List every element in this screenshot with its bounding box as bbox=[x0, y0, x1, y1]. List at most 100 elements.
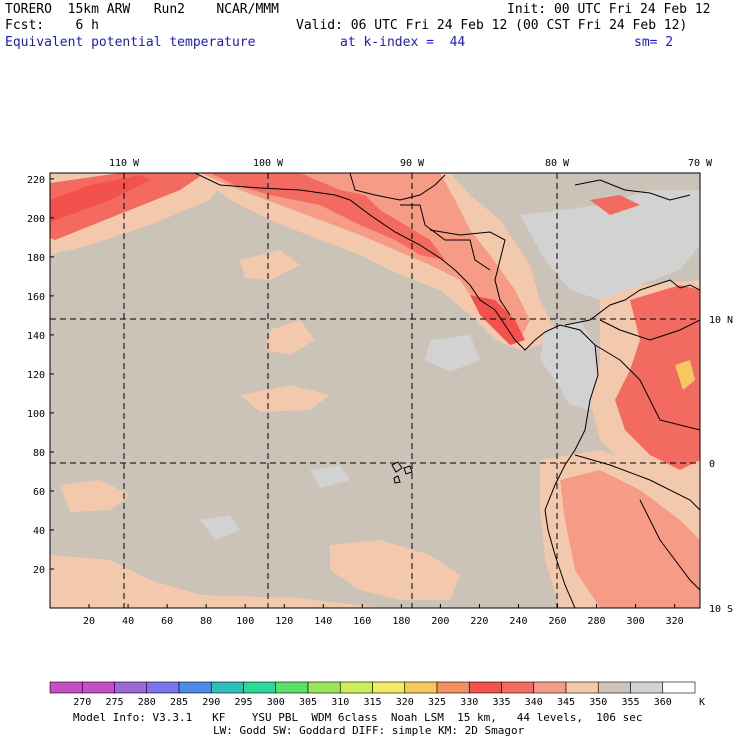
inland-border-3 bbox=[599, 319, 700, 341]
theta-e-field bbox=[50, 173, 700, 608]
lon-label-70w: 70 W bbox=[688, 158, 713, 169]
gray-patch-3 bbox=[310, 465, 350, 488]
west-warm-patch bbox=[60, 480, 130, 512]
colombia-yellow bbox=[675, 360, 695, 390]
caribbean-hot-coast bbox=[590, 195, 640, 215]
colorbar-label: 275 bbox=[105, 697, 123, 708]
lat-label-10s: 10 S bbox=[709, 604, 733, 615]
x-tick-label: 120 bbox=[275, 616, 293, 627]
colorbar-label: 325 bbox=[428, 697, 446, 708]
south-america-west-coast bbox=[544, 344, 599, 608]
physics-info-line: LW: Godd SW: Goddard DIFF: simple KM: 2D… bbox=[213, 724, 525, 737]
colorbar-label: 305 bbox=[299, 697, 317, 708]
y-tick-label: 200 bbox=[27, 214, 45, 225]
mexico-coastline bbox=[194, 173, 596, 351]
colorbar-label: 310 bbox=[331, 697, 349, 708]
y-tick-label: 100 bbox=[27, 409, 45, 420]
colorbar-label: 295 bbox=[234, 697, 252, 708]
model-info-line: Model Info: V3.3.1 KF YSU PBL WDM 6class… bbox=[73, 711, 643, 724]
colorbar-label: 330 bbox=[460, 697, 478, 708]
x-tick-label: 20 bbox=[83, 616, 95, 627]
init-time-label: Init: 00 UTC Fri 24 Feb 12 bbox=[507, 2, 711, 17]
colorbar-swatch bbox=[404, 681, 438, 694]
mexico-coast-hot bbox=[210, 173, 445, 260]
x-tick-label: 160 bbox=[353, 616, 371, 627]
colorbar-swatch bbox=[243, 681, 277, 694]
lat-label-0: 0 bbox=[709, 459, 715, 470]
x-tick-label: 260 bbox=[548, 616, 566, 627]
mid-warm-patch-2 bbox=[265, 320, 315, 355]
inland-border-2 bbox=[574, 454, 700, 511]
map-frame bbox=[49, 172, 701, 609]
y-tick-label: 40 bbox=[33, 526, 45, 537]
colombia-hot bbox=[615, 285, 700, 470]
colorbar-label: 360 bbox=[654, 697, 672, 708]
colorbar-swatch bbox=[372, 681, 406, 694]
colorbar: 270 275 280 285 290 295 300 305 310 315 320 325 330 3… bbox=[49, 681, 696, 708]
costa-rica-hot bbox=[470, 295, 525, 345]
lat-label-10n: 10 N bbox=[709, 315, 733, 326]
gray-patch-2 bbox=[425, 335, 480, 372]
x-tick-label: 220 bbox=[470, 616, 488, 627]
x-tick-label: 180 bbox=[392, 616, 410, 627]
caribbean-coast bbox=[429, 229, 511, 316]
x-axis-ticks: 20 40 60 80 100 120 140 160 180 200 220 240 260 280 30… bbox=[83, 604, 684, 627]
y-tick-label: 140 bbox=[27, 331, 45, 342]
y-tick-label: 220 bbox=[27, 175, 45, 186]
colorbar-swatch bbox=[436, 681, 470, 694]
colorbar-unit: K bbox=[699, 697, 705, 708]
field-name-label: Equivalent potential temperature bbox=[5, 35, 256, 50]
colorbar-swatch bbox=[565, 681, 599, 694]
smoothing-label: sm= 2 bbox=[634, 35, 674, 50]
cuba-coast bbox=[574, 179, 691, 201]
colorbar-swatch bbox=[49, 681, 83, 694]
colorbar-label: 285 bbox=[170, 697, 188, 708]
south-warm-blob-1 bbox=[50, 555, 380, 608]
colorbar-swatch bbox=[210, 681, 244, 694]
x-tick-label: 60 bbox=[161, 616, 173, 627]
colorbar-label: 340 bbox=[525, 697, 543, 708]
colorbar-swatch bbox=[630, 681, 664, 694]
lon-label-90w: 90 W bbox=[400, 158, 425, 169]
colorbar-swatch bbox=[275, 681, 309, 694]
colorbar-label: 270 bbox=[73, 697, 91, 708]
y-axis-ticks: 220 200 180 160 140 120 100 80 60 40 20 bbox=[27, 175, 54, 576]
colorbar-label: 320 bbox=[396, 697, 414, 708]
caribbean-gray bbox=[520, 190, 700, 300]
colorbar-label: 335 bbox=[492, 697, 510, 708]
lon-label-110w: 110 W bbox=[109, 158, 140, 169]
central-america-border bbox=[400, 204, 491, 271]
hot-band-core bbox=[50, 175, 150, 222]
valid-time-label: Valid: 06 UTC Fri 24 Feb 12 (00 CST Fri … bbox=[296, 18, 688, 33]
colorbar-swatch bbox=[178, 681, 212, 694]
south-america-north-coast bbox=[564, 279, 700, 326]
colorbar-swatch bbox=[146, 681, 180, 694]
x-tick-label: 300 bbox=[627, 616, 645, 627]
y-tick-label: 20 bbox=[33, 565, 45, 576]
colorbar-label: 350 bbox=[589, 697, 607, 708]
mid-warm-patch-3 bbox=[240, 250, 300, 280]
colorbar-swatch bbox=[662, 681, 696, 694]
colorbar-swatch bbox=[114, 681, 148, 694]
y-tick-label: 180 bbox=[27, 253, 45, 264]
x-tick-label: 280 bbox=[588, 616, 606, 627]
x-tick-label: 40 bbox=[122, 616, 134, 627]
colorbar-swatch bbox=[597, 681, 631, 694]
x-tick-label: 80 bbox=[200, 616, 212, 627]
x-tick-label: 320 bbox=[666, 616, 684, 627]
peru-hot bbox=[560, 470, 700, 608]
y-tick-label: 160 bbox=[27, 292, 45, 303]
gray-patch-1 bbox=[200, 515, 240, 540]
x-tick-label: 140 bbox=[314, 616, 332, 627]
south-warm-blob-2 bbox=[330, 540, 460, 600]
graticule bbox=[50, 173, 700, 608]
x-tick-label: 100 bbox=[236, 616, 254, 627]
x-tick-label: 200 bbox=[431, 616, 449, 627]
coastlines bbox=[194, 173, 700, 608]
colorbar-label: 300 bbox=[267, 697, 285, 708]
colorbar-label: 315 bbox=[363, 697, 381, 708]
colorbar-label: 290 bbox=[202, 697, 220, 708]
colorbar-swatch bbox=[339, 681, 373, 694]
colorbar-swatch bbox=[307, 681, 341, 694]
panama-gulf-gray bbox=[540, 320, 600, 410]
